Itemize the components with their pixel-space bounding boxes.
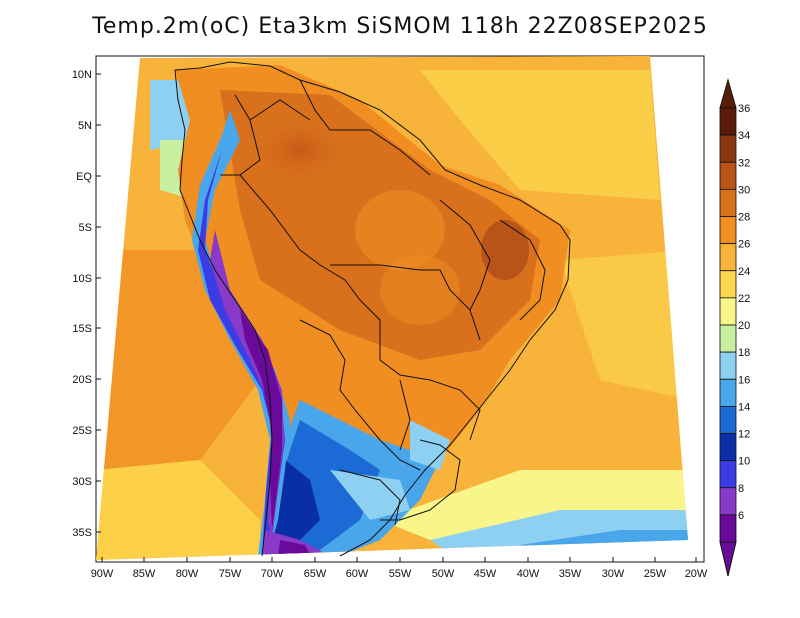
lon-label: 35W bbox=[559, 568, 582, 580]
lon-label: 85W bbox=[133, 568, 156, 580]
colorbar-swatch bbox=[719, 107, 737, 136]
temperature-field bbox=[96, 56, 688, 560]
longitude-axis: 90W 85W 80W 75W 70W 65W 60W 55W 50W 45W … bbox=[91, 557, 708, 580]
lon-label: 50W bbox=[432, 568, 455, 580]
colorbar-swatch bbox=[719, 324, 737, 353]
colorbar-label: 20 bbox=[738, 320, 750, 332]
colorbar-label: 28 bbox=[738, 212, 750, 224]
lon-label: 40W bbox=[517, 568, 540, 580]
lat-label: 15S bbox=[72, 323, 92, 335]
colorbar: 36 34 32 30 28 26 24 22 20 18 16 14 12 10 8 6 bbox=[719, 78, 750, 577]
colorbar-label: 14 bbox=[738, 401, 750, 413]
lon-label: 25W bbox=[644, 568, 667, 580]
colorbar-swatch bbox=[719, 134, 737, 163]
colorbar-label: 34 bbox=[738, 130, 750, 142]
lat-label: 25S bbox=[72, 425, 92, 437]
colorbar-swatch bbox=[719, 243, 737, 272]
colorbar-swatch bbox=[719, 216, 737, 245]
colorbar-swatch bbox=[719, 514, 737, 543]
colorbar-label: 18 bbox=[738, 347, 750, 359]
colorbar-label: 32 bbox=[738, 157, 750, 169]
colorbar-swatch bbox=[719, 487, 737, 516]
lon-label: 55W bbox=[389, 568, 412, 580]
latitude-axis: 10N 5N EQ 5S 10S 15S 20S 25S 30S 35S bbox=[72, 69, 101, 539]
colorbar-swatch bbox=[719, 433, 737, 462]
colorbar-swatch bbox=[719, 270, 737, 299]
colorbar-swatch bbox=[719, 297, 737, 326]
lon-label: 75W bbox=[219, 568, 242, 580]
colorbar-label: 36 bbox=[738, 103, 750, 115]
colorbar-label: 26 bbox=[738, 239, 750, 251]
lon-label: 90W bbox=[91, 568, 114, 580]
coastlines-borders bbox=[174, 61, 571, 557]
colorbar-swatch bbox=[719, 405, 737, 434]
lat-label: 10N bbox=[72, 69, 92, 81]
lon-label: 80W bbox=[176, 568, 199, 580]
colorbar-swatch bbox=[719, 351, 737, 380]
colorbar-label: 8 bbox=[738, 483, 744, 495]
colorbar-swatch bbox=[719, 188, 737, 217]
colorbar-swatch bbox=[719, 161, 737, 190]
lat-label: 5N bbox=[78, 120, 92, 132]
lon-label: 70W bbox=[261, 568, 284, 580]
colorbar-min-arrow bbox=[719, 541, 737, 577]
colorbar-label: 22 bbox=[738, 293, 750, 305]
lat-label: 5S bbox=[79, 222, 92, 234]
colorbar-label: 24 bbox=[738, 266, 750, 278]
colorbar-swatch bbox=[719, 378, 737, 407]
colorbar-swatch bbox=[719, 460, 737, 489]
colorbar-label: 30 bbox=[738, 184, 750, 196]
lon-label: 30W bbox=[602, 568, 625, 580]
lat-label: 20S bbox=[72, 374, 92, 386]
lon-label: 45W bbox=[474, 568, 497, 580]
lon-label: 65W bbox=[304, 568, 327, 580]
colorbar-label: 16 bbox=[738, 374, 750, 386]
colorbar-label: 6 bbox=[738, 510, 744, 522]
lat-label: EQ bbox=[76, 171, 92, 183]
colorbar-label: 12 bbox=[738, 429, 750, 441]
colorbar-swatches bbox=[719, 107, 737, 543]
lon-label: 60W bbox=[346, 568, 369, 580]
colorbar-labels: 36 34 32 30 28 26 24 22 20 18 16 14 12 10 8 6 bbox=[738, 103, 750, 522]
lat-label: 10S bbox=[72, 273, 92, 285]
lat-label: 30S bbox=[72, 476, 92, 488]
colorbar-max-arrow bbox=[719, 78, 737, 109]
lon-label: 20W bbox=[685, 568, 708, 580]
lat-label: 35S bbox=[72, 527, 92, 539]
colorbar-label: 10 bbox=[738, 456, 750, 468]
map-title: Temp.2m(oC) Eta3km SiSMOM 118h 22Z08SEP2… bbox=[92, 14, 708, 39]
